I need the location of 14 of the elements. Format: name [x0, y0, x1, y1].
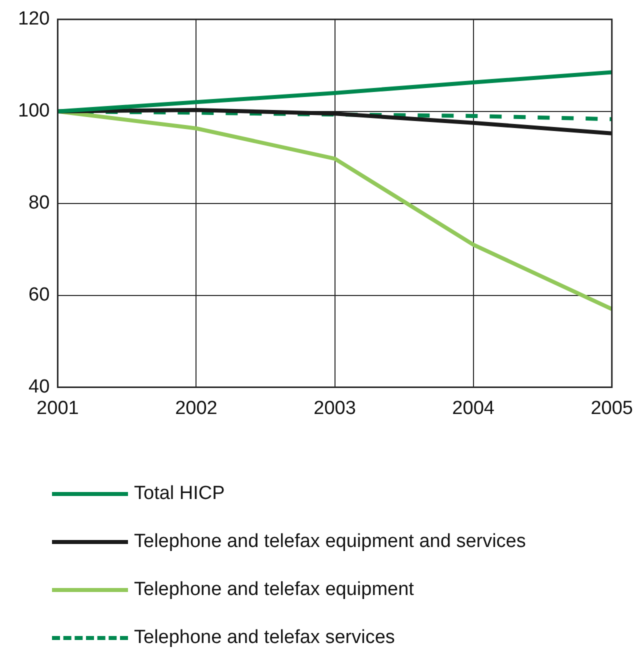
y-tick-label: 120 [18, 8, 50, 30]
y-tick-label: 80 [28, 192, 50, 214]
x-tick-label: 2003 [314, 398, 356, 419]
y-tick-label: 40 [28, 376, 50, 398]
legend-label: Total HICP [134, 483, 225, 505]
legend-label: Telephone and telefax equipment [134, 579, 414, 601]
y-tick-label: 60 [28, 284, 50, 306]
legend-label: Telephone and telefax services [134, 627, 395, 649]
y-tick-label: 100 [18, 100, 50, 122]
x-tick-label: 2001 [36, 398, 79, 419]
x-tick-label: 2002 [175, 398, 218, 419]
legend-label: Telephone and telefax equipment and services [134, 531, 526, 553]
x-tick-label: 2004 [452, 398, 495, 419]
x-tick-label: 2005 [590, 398, 634, 419]
